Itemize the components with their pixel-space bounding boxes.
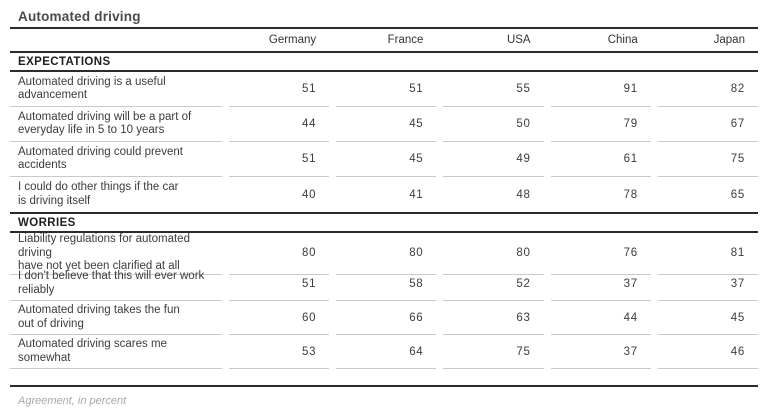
column-header-china: China bbox=[607, 34, 638, 46]
row-label: Liability regulations for automated driv… bbox=[10, 233, 222, 275]
value-cell-china: 37 bbox=[550, 335, 651, 369]
value-cell-china: 61 bbox=[550, 142, 651, 177]
table-row: I could do other things if the car is dr… bbox=[10, 177, 758, 212]
row-label: Automated driving takes the fun out of d… bbox=[10, 301, 222, 335]
value-cell-china: 76 bbox=[550, 233, 651, 275]
value-cell-france: 51 bbox=[336, 72, 437, 107]
table-body: EXPECTATIONS Automated driving is a usefu… bbox=[10, 53, 758, 369]
row-label: I don't believe that this will ever work… bbox=[10, 267, 222, 301]
value-cell-france: 66 bbox=[336, 301, 437, 335]
table-row: Automated driving scares me somewhat 53 64… bbox=[10, 335, 758, 369]
footnote: Agreement, in percent bbox=[18, 395, 127, 407]
value-cell-germany: 40 bbox=[301, 188, 317, 201]
value-cell-germany: 80 bbox=[229, 233, 330, 275]
value-cell-japan: 67 bbox=[657, 107, 758, 142]
column-header-usa: USA bbox=[506, 34, 531, 46]
value-cell-japan: 46 bbox=[657, 335, 758, 369]
row-label: Automated driving could prevent accident… bbox=[10, 142, 222, 177]
row-label: Automated driving is a useful advancemen… bbox=[10, 72, 222, 107]
page-title: Automated driving bbox=[10, 0, 758, 29]
value-cell-china: 37 bbox=[550, 267, 651, 301]
value-cell-china: 79 bbox=[550, 107, 651, 142]
value-cell-france: 45 bbox=[336, 107, 437, 142]
value-cell-china: 91 bbox=[550, 72, 651, 107]
column-header-row: Germany France USA China Japan bbox=[10, 29, 758, 53]
value-cell-japan: 45 bbox=[657, 301, 758, 335]
value-cell-japan: 82 bbox=[657, 72, 758, 107]
value-cell-germany: 44 bbox=[229, 107, 330, 142]
table-row: Automated driving could prevent accident… bbox=[10, 142, 758, 177]
value-cell-china: 44 bbox=[550, 301, 651, 335]
bottom-rule bbox=[10, 385, 758, 387]
value-cell-japan: 65 bbox=[730, 188, 745, 201]
column-header-germany: Germany bbox=[268, 34, 317, 46]
table-row: Automated driving will be a part of ever… bbox=[10, 107, 758, 142]
value-cell-france: 45 bbox=[336, 142, 437, 177]
table-row: Automated driving takes the fun out of d… bbox=[10, 301, 758, 335]
value-cell-germany: 60 bbox=[229, 301, 330, 335]
value-cell-germany: 51 bbox=[229, 142, 330, 177]
value-cell-usa: 49 bbox=[443, 142, 544, 177]
value-cell-france: 41 bbox=[409, 188, 424, 201]
column-header-japan: Japan bbox=[713, 34, 745, 46]
value-cell-france: 64 bbox=[336, 335, 437, 369]
row-label: Automated driving scares me somewhat bbox=[10, 335, 222, 369]
value-cell-japan: 75 bbox=[657, 142, 758, 177]
section-header-worries: WORRIES bbox=[10, 212, 758, 233]
value-cell-usa: 48 bbox=[516, 188, 531, 201]
value-cell-france: 58 bbox=[336, 267, 437, 301]
section-header-expectations: EXPECTATIONS bbox=[10, 53, 758, 72]
value-cell-usa: 50 bbox=[443, 107, 544, 142]
value-cell-usa: 52 bbox=[443, 267, 544, 301]
table-row: Liability regulations for automated driv… bbox=[10, 233, 758, 275]
value-cell-japan: 37 bbox=[657, 267, 758, 301]
value-cell-usa: 55 bbox=[443, 72, 544, 107]
value-cell-usa: 75 bbox=[443, 335, 544, 369]
table-row: I don't believe that this will ever work… bbox=[10, 267, 758, 301]
column-header-france: France bbox=[387, 34, 424, 46]
value-cell-china: 78 bbox=[623, 188, 638, 201]
statistics-table: Automated driving Germany France USA China J… bbox=[10, 0, 758, 407]
value-cell-france: 80 bbox=[336, 233, 437, 275]
table-row: Automated driving is a useful advancemen… bbox=[10, 72, 758, 107]
value-cell-japan: 81 bbox=[657, 233, 758, 275]
value-cell-germany: 51 bbox=[229, 72, 330, 107]
value-cell-usa: 63 bbox=[443, 301, 544, 335]
value-cell-germany: 51 bbox=[229, 267, 330, 301]
value-cell-usa: 80 bbox=[443, 233, 544, 275]
value-cell-germany: 53 bbox=[229, 335, 330, 369]
row-label: I could do other things if the car is dr… bbox=[18, 181, 179, 207]
row-label: Automated driving will be a part of ever… bbox=[10, 107, 222, 142]
